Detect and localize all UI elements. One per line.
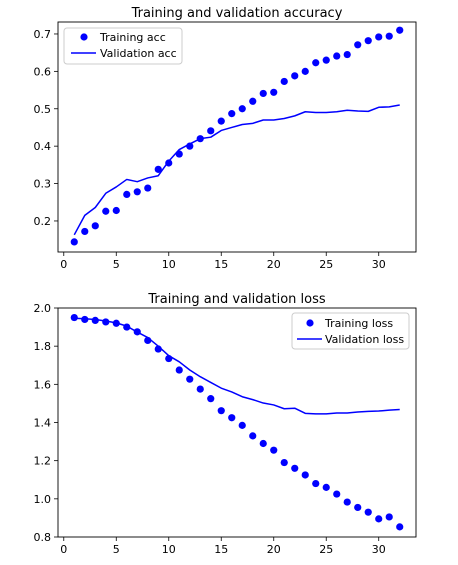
- loss-y-tick-label: 2.0: [34, 302, 52, 315]
- accuracy-axes-frame: [57, 21, 417, 253]
- loss-training-point: [196, 385, 204, 393]
- accuracy-training-point: [123, 190, 131, 199]
- loss-x-tick-label: 20: [267, 543, 281, 556]
- accuracy-training-point: [280, 77, 288, 86]
- loss-training-point: [228, 414, 236, 422]
- loss-x-tick-label: 10: [162, 543, 176, 556]
- accuracy-training-point: [396, 26, 404, 34]
- loss-y-tick-label: 1.2: [34, 455, 52, 468]
- accuracy-x-tick-label: 5: [113, 258, 120, 271]
- accuracy-legend: Training acc Validation acc: [63, 27, 183, 65]
- loss-chart-title: Training and validation loss: [147, 292, 325, 307]
- loss-training-point: [364, 508, 372, 516]
- accuracy-training-point: [333, 52, 341, 60]
- accuracy-training-point: [270, 88, 278, 96]
- accuracy-training-point: [238, 105, 246, 113]
- loss-training-point: [280, 458, 288, 467]
- loss-legend-box: [291, 312, 410, 350]
- loss-training-point: [249, 432, 257, 440]
- accuracy-x-tick-label: 30: [372, 258, 386, 271]
- accuracy-legend-validation-label: Validation acc: [100, 47, 177, 60]
- accuracy-y-tick-label: 0.3: [34, 178, 52, 191]
- accuracy-training-point: [364, 37, 372, 45]
- accuracy-y-tick-label: 0.5: [34, 103, 52, 116]
- loss-training-point: [343, 498, 351, 506]
- accuracy-y-tick-label: 0.7: [34, 28, 52, 41]
- loss-x-tick-label: 0: [60, 543, 67, 556]
- accuracy-training-point: [354, 41, 362, 49]
- accuracy-training-point: [375, 33, 383, 41]
- loss-y-tick-label: 1.6: [34, 378, 52, 391]
- accuracy-training-point: [301, 67, 309, 75]
- loss-y-tick-label: 1.8: [34, 340, 52, 353]
- accuracy-training-point: [322, 56, 330, 64]
- loss-legend: Training loss Validation loss: [291, 312, 410, 350]
- loss-legend-training-label: Training loss: [324, 317, 393, 330]
- loss-legend-validation-label: Validation loss: [325, 333, 404, 346]
- accuracy-training-point: [249, 97, 257, 105]
- loss-training-point: [291, 464, 299, 472]
- accuracy-training-point: [217, 117, 225, 125]
- accuracy-training-point: [154, 165, 162, 173]
- accuracy-x-tick-label: 25: [319, 258, 333, 271]
- accuracy-training-point: [207, 127, 215, 135]
- loss-chart: Training and validation loss Training lo…: [34, 292, 417, 556]
- loss-training-point: [217, 407, 225, 415]
- loss-y-tick-label: 1.0: [34, 493, 52, 506]
- loss-x-tick-label: 5: [113, 543, 120, 556]
- loss-training-point: [81, 315, 89, 324]
- loss-training-point: [259, 439, 267, 448]
- loss-training-point: [385, 513, 393, 521]
- loss-training-point: [333, 490, 341, 498]
- accuracy-chart: Training and validation accuracy Trainin…: [34, 6, 417, 271]
- accuracy-x-tick-label: 0: [60, 258, 67, 271]
- accuracy-x-tick-label: 10: [162, 258, 176, 271]
- accuracy-legend-dot-marker: [80, 33, 88, 41]
- loss-validation-line: [74, 317, 400, 415]
- accuracy-legend-training-label: Training acc: [99, 31, 166, 44]
- accuracy-y-tick-label: 0.4: [34, 140, 52, 153]
- accuracy-training-point: [91, 222, 99, 230]
- accuracy-training-point: [343, 50, 351, 59]
- loss-training-point: [70, 313, 78, 322]
- loss-x-tick-label: 15: [214, 543, 228, 556]
- accuracy-training-point: [102, 207, 110, 215]
- loss-training-point: [396, 523, 404, 531]
- accuracy-training-point: [228, 110, 236, 118]
- loss-training-point: [238, 421, 246, 429]
- accuracy-training-point: [385, 32, 393, 40]
- accuracy-x-tick-label: 20: [267, 258, 281, 271]
- accuracy-training-point: [259, 89, 267, 98]
- accuracy-training-point: [291, 72, 299, 80]
- loss-training-point: [175, 366, 183, 374]
- loss-plot-area: [70, 313, 404, 531]
- loss-training-point: [186, 375, 194, 383]
- loss-y-tick-label: 0.8: [34, 531, 52, 544]
- loss-x-tick-label: 25: [319, 543, 333, 556]
- accuracy-plot-area: [70, 26, 404, 246]
- accuracy-training-point: [70, 238, 78, 246]
- accuracy-validation-line: [73, 104, 400, 236]
- accuracy-training-point: [81, 227, 89, 236]
- loss-training-point: [322, 483, 330, 491]
- accuracy-legend-box: [63, 27, 183, 65]
- loss-y-tick-label: 1.4: [34, 417, 52, 430]
- accuracy-x-tick-label: 15: [214, 258, 228, 271]
- loss-training-point: [207, 395, 215, 403]
- loss-training-point: [375, 515, 383, 523]
- accuracy-y-tick-label: 0.6: [34, 65, 52, 78]
- accuracy-training-point: [312, 59, 320, 67]
- accuracy-y-tick-label: 0.2: [34, 215, 52, 228]
- loss-training-point: [312, 479, 320, 488]
- loss-training-point: [301, 471, 309, 479]
- loss-training-point: [354, 503, 362, 512]
- loss-legend-dot-marker: [306, 319, 314, 327]
- accuracy-training-point: [144, 184, 152, 192]
- accuracy-training-point: [133, 188, 141, 196]
- accuracy-chart-title: Training and validation accuracy: [131, 6, 343, 21]
- loss-x-tick-label: 30: [372, 543, 386, 556]
- accuracy-training-point: [112, 206, 120, 215]
- loss-training-point: [270, 446, 278, 454]
